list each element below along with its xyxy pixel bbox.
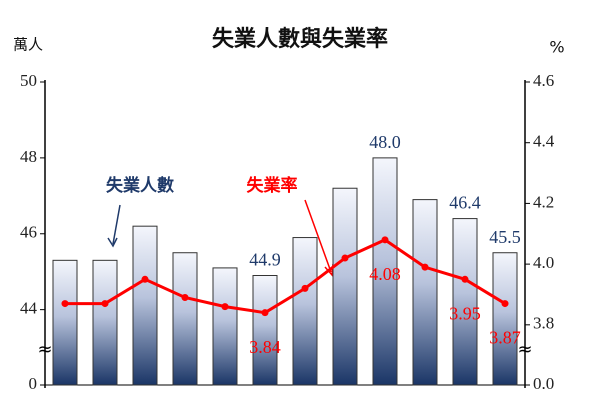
line-value-label: 3.95: [449, 303, 481, 323]
line-value-label: 3.87: [489, 328, 521, 348]
bar: [172, 252, 198, 386]
line-value-label: 3.84: [249, 337, 281, 357]
y-tick-label: 46: [20, 223, 37, 242]
annotation-arrow: [107, 237, 118, 248]
line-point: [101, 300, 109, 308]
line-value-label: 4.08: [369, 264, 401, 284]
annotation-arrow: [304, 199, 332, 273]
y2-tick-label: 4.0: [533, 253, 554, 272]
line-point: [421, 263, 429, 271]
y-tick-label: 0: [29, 374, 38, 393]
y2-tick-label: 4.2: [533, 192, 554, 211]
y-tick-label: 44: [20, 299, 38, 318]
y2-axis-label: %: [549, 38, 564, 57]
y2-tick-label: 4.6: [533, 71, 554, 90]
bar: [52, 259, 78, 386]
legend-label: 失業率: [247, 175, 298, 196]
legend-label: 失業人數: [106, 175, 174, 196]
y-tick-label: 48: [20, 147, 37, 166]
bar-value-label: 45.5: [489, 227, 521, 247]
line-point: [61, 300, 69, 308]
y-tick-label: 50: [20, 71, 37, 90]
line-point: [501, 300, 509, 308]
line-point: [181, 294, 189, 302]
axis-break: ≈: [37, 339, 52, 360]
bar: [132, 225, 158, 386]
y2-tick-label: 0.0: [533, 374, 554, 393]
bar: [92, 259, 118, 386]
y2-tick-label: 4.4: [533, 132, 555, 151]
bar: [412, 199, 438, 386]
axis-break: ≈: [517, 339, 532, 360]
line-point: [141, 275, 149, 283]
bar: [212, 267, 238, 386]
bar: [292, 237, 318, 386]
bar-value-label: 44.9: [249, 250, 281, 270]
line-point: [261, 309, 269, 317]
bar-value-label: 48.0: [369, 132, 401, 152]
bar: [372, 157, 398, 386]
bar: [452, 218, 478, 386]
line-point: [341, 254, 349, 262]
line-point: [461, 275, 469, 283]
line-point: [221, 303, 229, 311]
y-axis-label: 萬人: [13, 36, 43, 54]
bar-value-label: 46.4: [449, 193, 481, 213]
bar: [492, 252, 518, 386]
chart-title: 失業人數與失業率: [212, 26, 388, 52]
bar: [332, 187, 358, 386]
bar: [252, 275, 278, 386]
line-point: [381, 236, 389, 244]
y2-tick-label: 3.8: [533, 314, 554, 333]
line: [65, 238, 506, 315]
annotation-arrow: [112, 204, 121, 245]
line-point: [301, 284, 309, 292]
